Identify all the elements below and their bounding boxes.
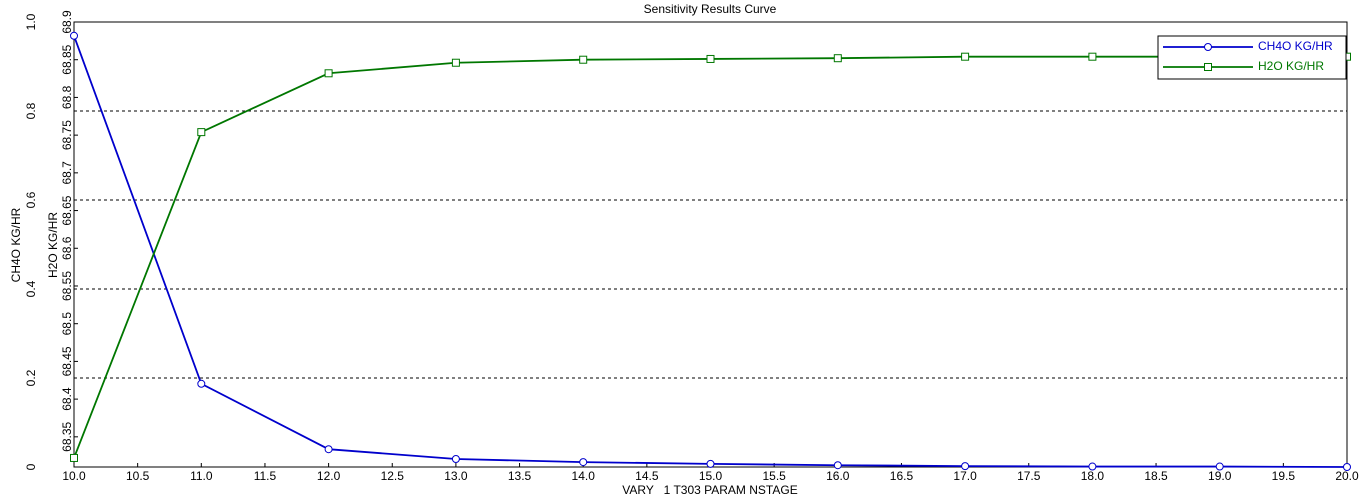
x-tick-label: 19.5 <box>1272 469 1296 483</box>
y-tick-label: 0 <box>24 463 38 470</box>
x-tick-label: 18.0 <box>1081 469 1105 483</box>
y2-tick-label: 68.4 <box>60 387 74 411</box>
y2-tick-label: 68.6 <box>60 236 74 260</box>
y2-tick-label: 68.9 <box>60 10 74 34</box>
x-axis-label: VARY 1 T303 PARAM NSTAGE <box>622 483 797 497</box>
x-tick-label: 17.5 <box>1017 469 1041 483</box>
y2-tick-label: 68.55 <box>60 271 74 301</box>
data-point <box>1088 462 1097 471</box>
data-point <box>197 379 206 388</box>
x-tick-label: 14.0 <box>572 469 596 483</box>
data-point <box>451 58 460 67</box>
series-line <box>73 35 1348 468</box>
x-tick-label: 12.0 <box>317 469 341 483</box>
legend-box <box>1157 35 1347 80</box>
data-point <box>579 55 588 64</box>
y2-tick-label: 68.5 <box>60 312 74 336</box>
y2-tick-label: 68.35 <box>60 421 74 451</box>
data-point <box>1088 52 1097 61</box>
data-point <box>70 31 78 40</box>
x-tick-label: 16.5 <box>890 469 914 483</box>
x-tick-label: 12.5 <box>381 469 405 483</box>
x-tick-label: 10.0 <box>62 469 86 483</box>
plot-frame <box>73 21 1348 468</box>
x-tick-label: 20.0 <box>1335 469 1359 483</box>
legend-marker <box>1204 63 1212 71</box>
y-tick-label: 1.0 <box>24 13 38 30</box>
legend-label: H2O KG/HR <box>1258 59 1324 73</box>
data-point <box>579 458 588 467</box>
y-axis-label: CH4O KG/HR <box>9 207 23 282</box>
chart-title: Sensitivity Results Curve <box>644 2 777 16</box>
y2-tick-label: 68.8 <box>60 85 74 109</box>
data-point <box>197 128 206 137</box>
data-point <box>324 69 333 78</box>
legend-label: CH4O KG/HR <box>1258 39 1333 53</box>
x-tick-label: 13.0 <box>444 469 468 483</box>
series-line <box>73 55 1347 459</box>
y-tick-label: 0.8 <box>24 102 38 119</box>
x-tick-label: 15.0 <box>699 469 723 483</box>
x-tick-label: 19.0 <box>1208 469 1232 483</box>
y2-axis-label: H2O KG/HR <box>46 212 60 278</box>
data-point <box>833 461 842 470</box>
data-point <box>451 454 460 463</box>
y-tick-label: 0.4 <box>24 280 38 297</box>
y-tick-label: 0.6 <box>24 191 38 208</box>
x-tick-label: 10.5 <box>126 469 150 483</box>
data-point <box>1215 462 1224 471</box>
data-point <box>706 54 715 63</box>
x-tick-label: 15.5 <box>762 469 786 483</box>
y2-tick-label: 68.85 <box>60 44 74 74</box>
y2-tick-label: 68.45 <box>60 346 74 376</box>
data-point <box>961 462 970 471</box>
data-point <box>833 54 842 63</box>
x-tick-label: 14.5 <box>635 469 659 483</box>
legend-marker <box>1204 43 1212 51</box>
data-point <box>1343 463 1351 471</box>
data-point <box>70 453 78 462</box>
data-point <box>324 445 333 454</box>
x-tick-label: 17.0 <box>953 469 977 483</box>
x-tick-label: 16.0 <box>826 469 850 483</box>
y2-tick-label: 68.75 <box>60 120 74 150</box>
y2-tick-label: 68.65 <box>60 195 74 225</box>
x-tick-label: 13.5 <box>508 469 532 483</box>
x-tick-label: 18.5 <box>1144 469 1168 483</box>
x-tick-label: 11.5 <box>254 469 277 483</box>
data-point <box>961 52 970 61</box>
y2-tick-label: 68.7 <box>60 161 74 185</box>
y-tick-label: 0.2 <box>24 369 38 386</box>
x-tick-label: 11.0 <box>190 469 213 483</box>
data-point <box>706 459 715 468</box>
